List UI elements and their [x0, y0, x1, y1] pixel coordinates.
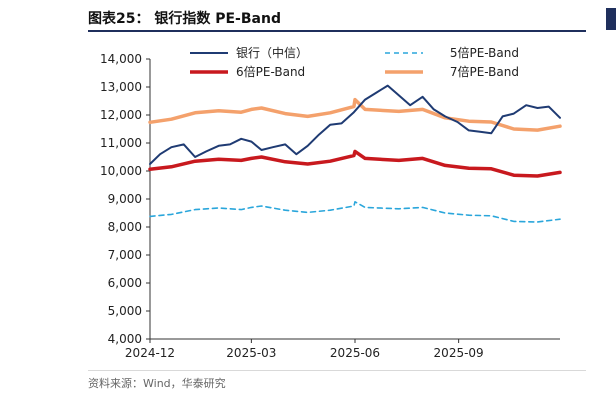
source-divider: [88, 370, 586, 371]
y-tick-label: 6,000: [108, 276, 142, 290]
y-tick-label: 9,000: [108, 192, 142, 206]
y-tick-label: 7,000: [108, 248, 142, 262]
y-tick-label: 14,000: [100, 52, 142, 66]
series-line-2: [148, 149, 562, 178]
x-tick-label: 2024-12: [125, 346, 175, 360]
y-tick-label: 5,000: [108, 304, 142, 318]
y-tick-label: 13,000: [100, 80, 142, 94]
y-tick-label: 12,000: [100, 108, 142, 122]
legend-label-0: 银行（中信）: [236, 45, 308, 60]
adjacent-figure-edge: [606, 8, 616, 30]
y-tick-label: 10,000: [100, 164, 142, 178]
x-tick-label: 2025-06: [330, 346, 380, 360]
x-tick-label: 2025-03: [226, 346, 276, 360]
legend-label-1: 5倍PE-Band: [450, 45, 519, 60]
chart-series: [148, 84, 562, 223]
legend-label-2: 6倍PE-Band: [236, 64, 305, 79]
source-note: 资料来源：Wind，华泰研究: [88, 377, 226, 390]
chart-title-bar: 图表25： 银行指数 PE-Band: [88, 4, 588, 30]
chart-axes: 4,000 5,000 6,000 7,000 8,000 9,000 10,000 11,0…: [100, 52, 560, 360]
chart-title: 图表25： 银行指数 PE-Band: [88, 11, 281, 27]
series-line-0: [149, 84, 561, 165]
x-tick-label: 2025-09: [434, 346, 484, 360]
title-underline: [88, 30, 586, 32]
legend-label-3: 7倍PE-Band: [450, 64, 519, 79]
series-line-3: [148, 97, 562, 132]
y-tick-label: 4,000: [108, 332, 142, 346]
series-line-1: [149, 201, 561, 223]
chart-legend: 银行（中信） 5倍PE-Band 6倍PE-Band 7倍PE-Band: [190, 45, 519, 79]
y-tick-label: 11,000: [100, 136, 142, 150]
y-tick-label: 8,000: [108, 220, 142, 234]
